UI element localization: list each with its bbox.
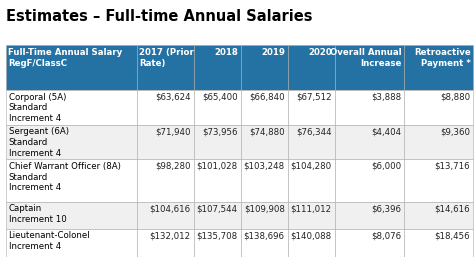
Bar <box>193 229 241 257</box>
Bar <box>241 159 288 202</box>
Text: $98,280: $98,280 <box>155 162 191 171</box>
Text: $103,248: $103,248 <box>244 162 285 171</box>
Bar <box>335 159 404 202</box>
Text: $63,624: $63,624 <box>155 93 191 102</box>
Bar <box>404 45 473 90</box>
Text: $74,880: $74,880 <box>249 127 285 136</box>
Bar <box>6 229 137 257</box>
Bar <box>137 45 193 90</box>
Text: $3,888: $3,888 <box>371 93 401 102</box>
Text: $18,456: $18,456 <box>435 231 470 240</box>
Bar <box>288 159 335 202</box>
Text: 2019: 2019 <box>261 48 285 57</box>
Bar <box>6 202 137 229</box>
Text: $76,344: $76,344 <box>296 127 332 136</box>
Bar <box>404 229 473 257</box>
Text: $71,940: $71,940 <box>155 127 191 136</box>
Bar <box>193 125 241 159</box>
Text: Estimates – Full-time Annual Salaries: Estimates – Full-time Annual Salaries <box>6 9 312 24</box>
Bar <box>288 125 335 159</box>
Text: $66,840: $66,840 <box>249 93 285 102</box>
Bar <box>6 45 137 90</box>
Bar <box>137 90 193 125</box>
Text: $138,696: $138,696 <box>244 231 285 240</box>
Text: $8,076: $8,076 <box>371 231 401 240</box>
Bar <box>241 202 288 229</box>
Text: $9,360: $9,360 <box>440 127 470 136</box>
Bar <box>241 90 288 125</box>
Text: Full-Time Annual Salary
RegF/ClassC: Full-Time Annual Salary RegF/ClassC <box>8 48 122 68</box>
Text: $14,616: $14,616 <box>435 204 470 213</box>
Bar <box>335 90 404 125</box>
Text: Overall Annual
Increase: Overall Annual Increase <box>330 48 401 68</box>
Text: $13,716: $13,716 <box>435 162 470 171</box>
Text: Sergeant (6A)
Standard
Increment 4: Sergeant (6A) Standard Increment 4 <box>9 127 69 158</box>
Bar <box>193 45 241 90</box>
Text: $104,616: $104,616 <box>150 204 191 213</box>
Bar <box>404 202 473 229</box>
Bar <box>241 125 288 159</box>
Bar <box>241 229 288 257</box>
Text: 2020: 2020 <box>309 48 332 57</box>
Bar <box>193 202 241 229</box>
Text: $104,280: $104,280 <box>291 162 332 171</box>
Text: Retroactive
Payment *: Retroactive Payment * <box>414 48 471 68</box>
Text: Lieutenant-Colonel
Increment 4: Lieutenant-Colonel Increment 4 <box>9 231 90 251</box>
Bar <box>288 229 335 257</box>
Text: $107,544: $107,544 <box>197 204 238 213</box>
Text: $132,012: $132,012 <box>150 231 191 240</box>
Text: $4,404: $4,404 <box>371 127 401 136</box>
Bar <box>288 202 335 229</box>
Text: $140,088: $140,088 <box>291 231 332 240</box>
Bar <box>6 159 137 202</box>
Bar <box>335 202 404 229</box>
Bar <box>335 229 404 257</box>
Text: $73,956: $73,956 <box>202 127 238 136</box>
Text: Corporal (5A)
Standard
Increment 4: Corporal (5A) Standard Increment 4 <box>9 93 66 123</box>
Bar <box>288 90 335 125</box>
Bar <box>193 159 241 202</box>
Bar <box>404 159 473 202</box>
Text: $101,028: $101,028 <box>197 162 238 171</box>
Text: $67,512: $67,512 <box>296 93 332 102</box>
Text: $8,880: $8,880 <box>440 93 470 102</box>
Text: 2018: 2018 <box>214 48 238 57</box>
Bar <box>137 202 193 229</box>
Bar <box>288 45 335 90</box>
Bar <box>404 90 473 125</box>
Bar <box>6 125 137 159</box>
Text: Chief Warrant Officer (8A)
Standard
Increment 4: Chief Warrant Officer (8A) Standard Incr… <box>9 162 120 192</box>
Text: $135,708: $135,708 <box>197 231 238 240</box>
Bar <box>6 90 137 125</box>
Bar <box>335 125 404 159</box>
Text: Captain
Increment 10: Captain Increment 10 <box>9 204 66 224</box>
Text: $65,400: $65,400 <box>202 93 238 102</box>
Text: $6,000: $6,000 <box>371 162 401 171</box>
Text: 2017 (Prior
Rate): 2017 (Prior Rate) <box>139 48 194 68</box>
Bar <box>137 125 193 159</box>
Bar <box>137 229 193 257</box>
Bar <box>193 90 241 125</box>
Bar <box>335 45 404 90</box>
Text: $6,396: $6,396 <box>371 204 401 213</box>
Bar <box>137 159 193 202</box>
Bar <box>241 45 288 90</box>
Text: $109,908: $109,908 <box>244 204 285 213</box>
Bar <box>404 125 473 159</box>
Text: $111,012: $111,012 <box>291 204 332 213</box>
